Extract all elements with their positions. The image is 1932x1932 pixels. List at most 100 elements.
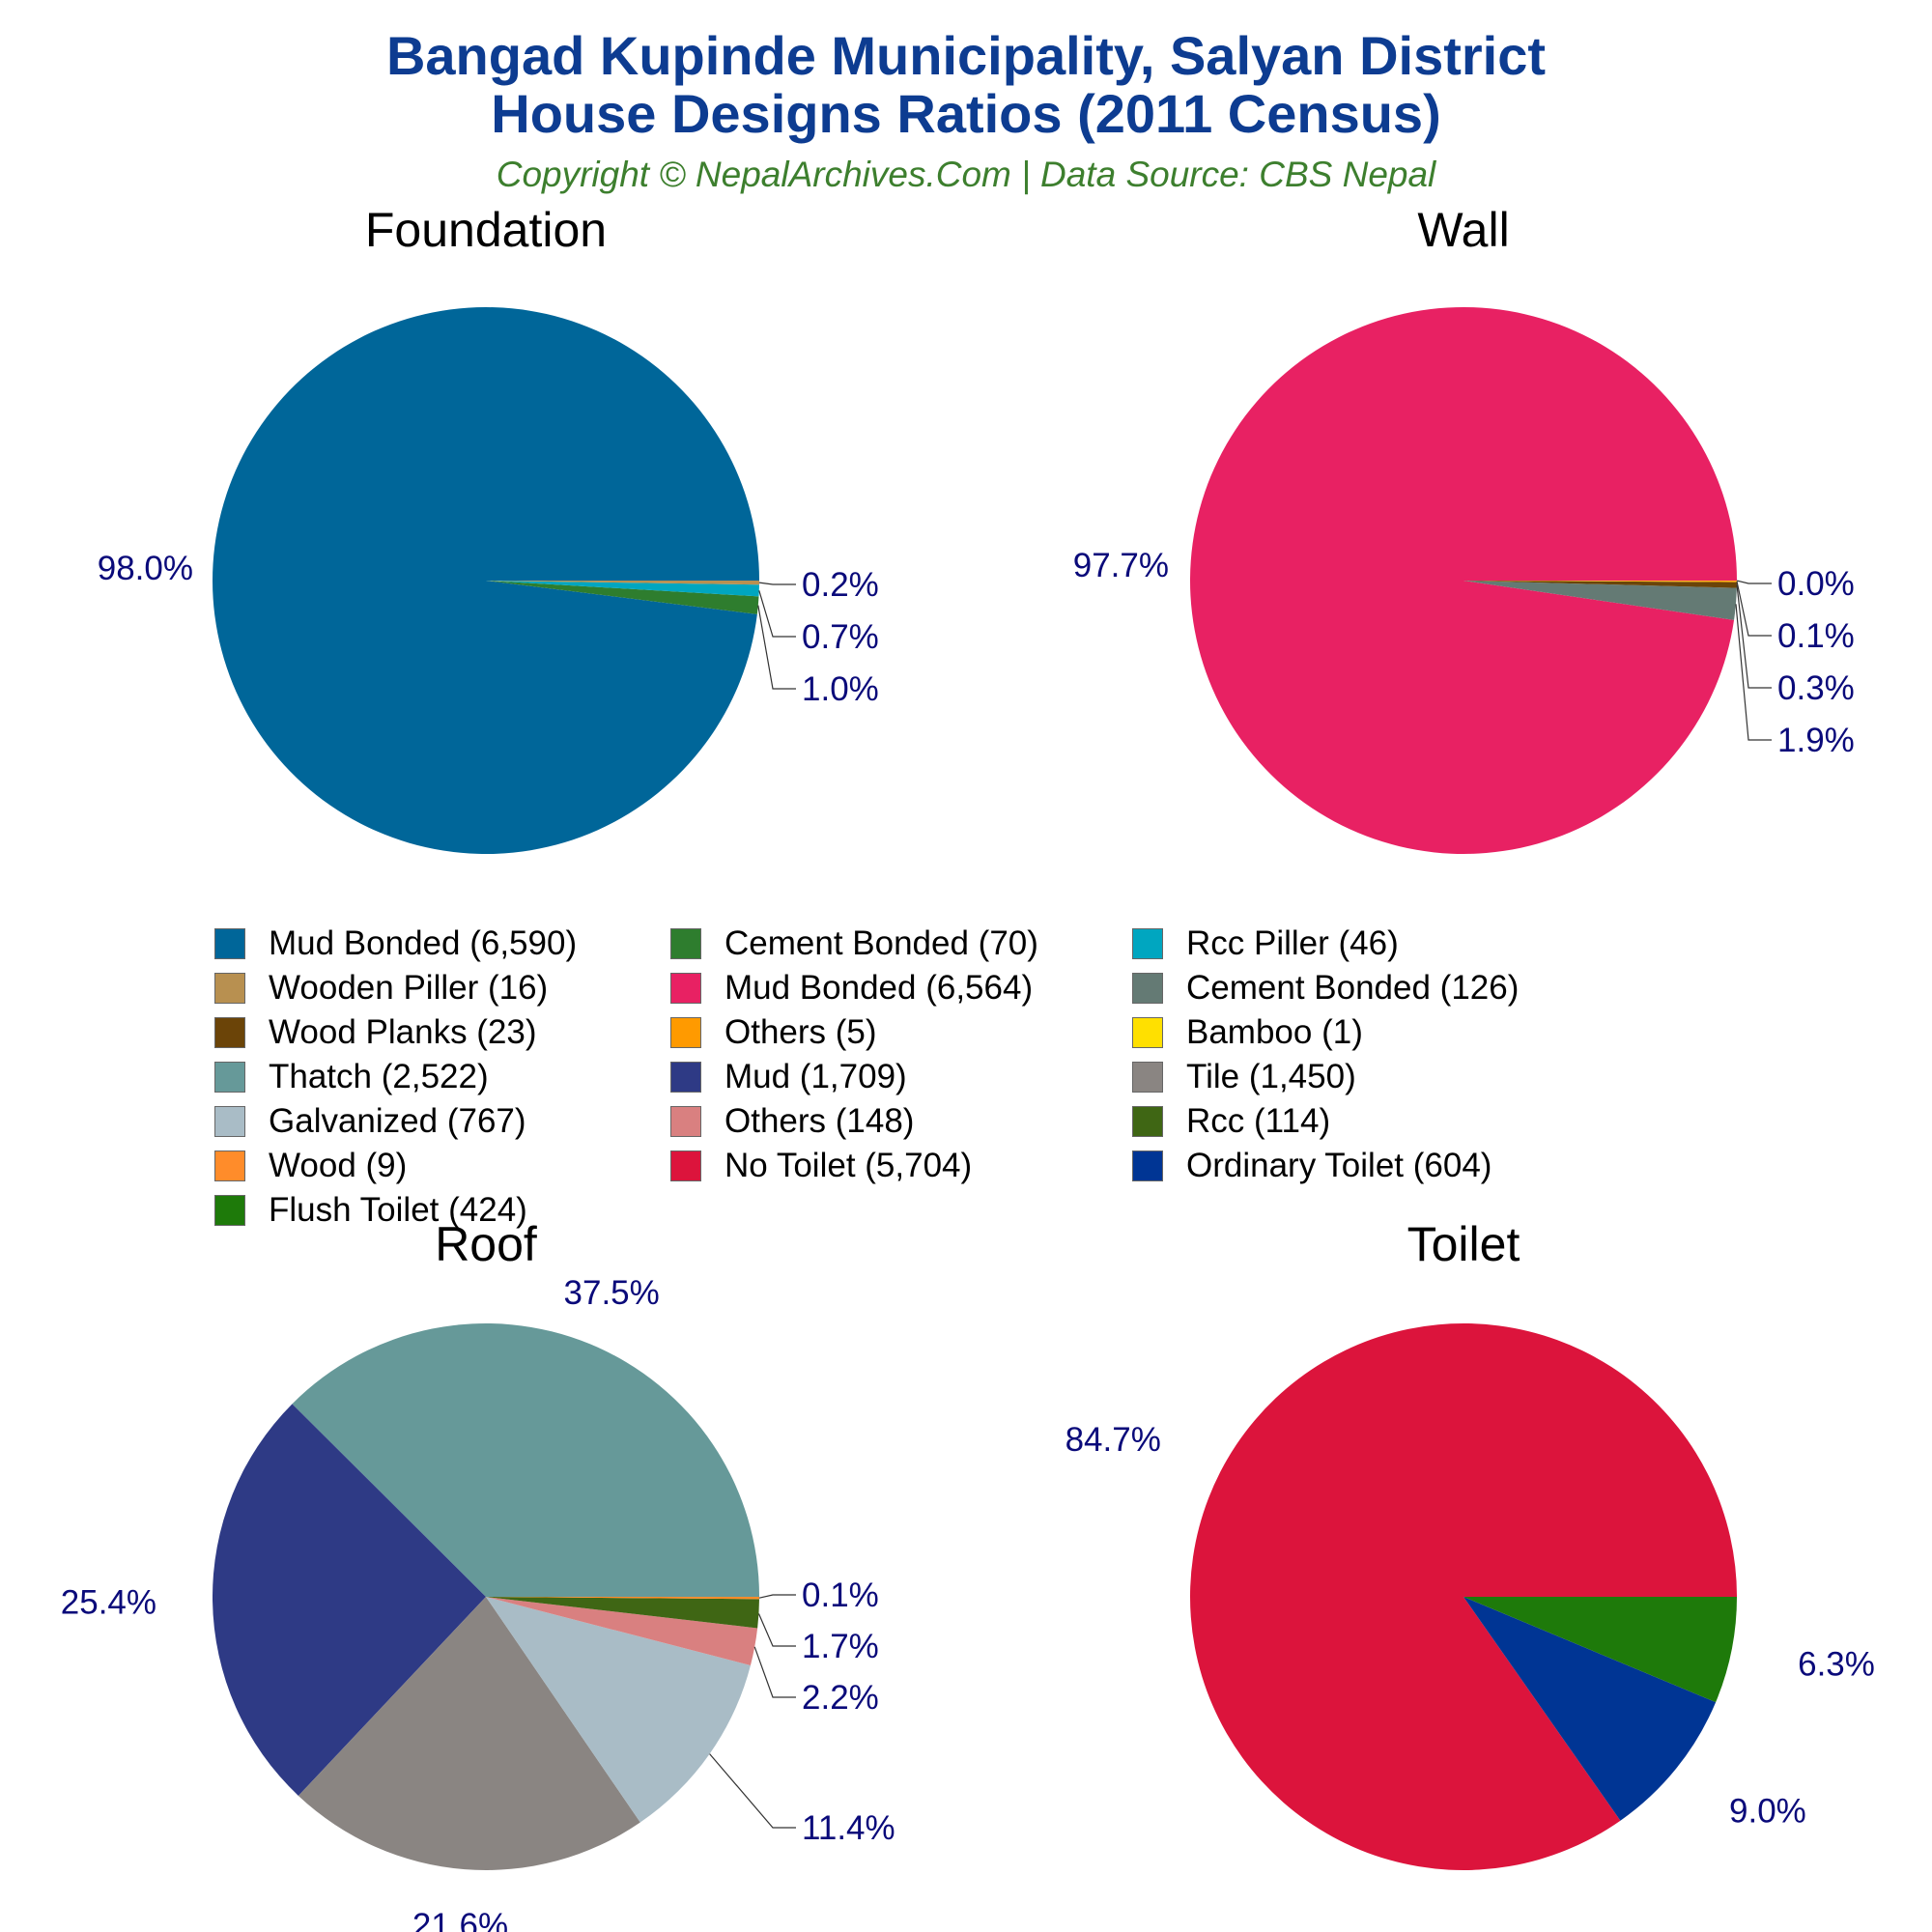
pie-slice-roof-mud	[212, 1404, 486, 1796]
legend-swatch	[670, 1151, 701, 1181]
legend-swatch	[1132, 1017, 1163, 1048]
legend-item: Mud Bonded (6,590)	[214, 924, 577, 963]
pie-leader-wall-cement-bonded	[1735, 604, 1772, 741]
legend-label: Others (148)	[724, 1102, 915, 1140]
chart-title-line-1: Bangad Kupinde Municipality, Salyan Dist…	[385, 25, 1547, 86]
legend-swatch	[670, 1017, 701, 1048]
pie-leader-roof-rcc	[757, 1613, 796, 1647]
pie-label-roof-wood: 0.1%	[802, 1577, 879, 1614]
legend-label: Rcc Piller (46)	[1186, 924, 1399, 962]
legend-swatch	[1132, 973, 1163, 1004]
pie-label-roof-rcc: 1.7%	[802, 1628, 879, 1665]
legend-label: Rcc (114)	[1186, 1102, 1331, 1140]
pie-title-roof: Roof	[435, 1217, 537, 1271]
legend-label: Wooden Piller (16)	[269, 969, 549, 1007]
pie-slice-toilet-no-toilet	[1190, 1322, 1737, 1870]
legend-item: Bamboo (1)	[1132, 1013, 1363, 1052]
pie-title-wall: Wall	[1417, 203, 1509, 257]
legend-label: Tile (1,450)	[1186, 1058, 1356, 1095]
legend-swatch	[214, 1062, 245, 1093]
pie-slice-toilet-flush-toilet	[1463, 1597, 1737, 1703]
pie-slice-roof-wood	[486, 1597, 759, 1600]
pie-slice-roof-thatch	[292, 1322, 759, 1597]
legend-item: Mud (1,709)	[670, 1058, 907, 1096]
pie-leader-wall-bamboo	[1736, 580, 1772, 584]
legend-item: Flush Toilet (424)	[214, 1191, 527, 1230]
legend-swatch	[214, 928, 245, 959]
pie-label-wall-cement-bonded: 1.9%	[1777, 722, 1855, 759]
legend-label: Thatch (2,522)	[269, 1058, 489, 1095]
copyright-subtitle: Copyright © NepalArchives.Com | Data Sou…	[496, 155, 1436, 194]
legend-item: Cement Bonded (126)	[1132, 969, 1519, 1008]
legend-swatch	[1132, 928, 1163, 959]
legend-item: No Toilet (5,704)	[670, 1147, 972, 1185]
pie-leader-roof-others	[753, 1646, 796, 1698]
legend-item: Ordinary Toilet (604)	[1132, 1147, 1492, 1185]
legend-swatch	[670, 928, 701, 959]
pie-label-roof-tile: 21.6%	[412, 1907, 508, 1932]
legend-item: Others (148)	[670, 1102, 914, 1141]
pie-leader-wall-wood-planks	[1736, 584, 1772, 689]
pie-slice-wall-others	[1463, 581, 1738, 582]
pie-label-toilet-flush-toilet: 6.3%	[1798, 1645, 1875, 1683]
legend-swatch	[1132, 1106, 1163, 1137]
pie-slice-wall-wood-planks	[1463, 581, 1737, 588]
legend-swatch	[670, 973, 701, 1004]
legend-label: Others (5)	[724, 1013, 877, 1051]
legend-label: Galvanized (767)	[269, 1102, 526, 1140]
pie-label-roof-mud: 25.4%	[61, 1583, 156, 1621]
legend-swatch	[670, 1106, 701, 1137]
legend-label: Mud Bonded (6,564)	[724, 969, 1034, 1007]
legend-swatch	[670, 1062, 701, 1093]
legend-item: Wood Planks (23)	[214, 1013, 537, 1052]
pie-slice-roof-galvanized	[486, 1597, 751, 1823]
legend-swatch	[214, 1195, 245, 1226]
legend-label: Flush Toilet (424)	[269, 1191, 527, 1229]
pie-slice-roof-others	[486, 1597, 758, 1665]
pie-slice-roof-rcc	[486, 1597, 759, 1629]
pie-toilet: Toilet 84.7% 9.0% 6.3%	[1065, 1217, 1875, 1870]
pie-label-wall-wood-planks: 0.3%	[1777, 669, 1855, 707]
legend-item: Rcc Piller (46)	[1132, 924, 1399, 963]
pie-label-roof-others: 2.2%	[802, 1679, 879, 1717]
pie-leader-foundation-cement-bonded	[757, 605, 796, 690]
legend-item: Tile (1,450)	[1132, 1058, 1356, 1096]
pie-label-roof-galvanized: 11.4%	[802, 1809, 895, 1847]
pie-label-foundation-mud-bonded: 98.0%	[98, 550, 193, 587]
pie-label-wall-mud-bonded: 97.7%	[1073, 547, 1169, 584]
pie-label-foundation-cement-bonded: 1.0%	[802, 670, 879, 708]
chart-title-line-2: House Designs Ratios (2011 Census)	[491, 83, 1441, 144]
legend-swatch	[214, 973, 245, 1004]
pie-slice-foundation-cement-bonded	[486, 581, 759, 614]
pie-label-foundation-rcc-piller: 0.7%	[802, 618, 879, 656]
legend-label: Wood (9)	[269, 1147, 408, 1184]
legend-item: Cement Bonded (70)	[670, 924, 1038, 963]
legend-item: Thatch (2,522)	[214, 1058, 489, 1096]
pie-title-toilet: Toilet	[1407, 1217, 1520, 1271]
pie-slice-toilet-ordinary-toilet	[1463, 1597, 1717, 1821]
pie-slice-wall-cement-bonded	[1463, 581, 1737, 620]
pie-label-toilet-ordinary-toilet: 9.0%	[1729, 1792, 1806, 1830]
legend-label: Mud Bonded (6,590)	[269, 924, 578, 962]
pie-label-wall-others: 0.1%	[1777, 617, 1855, 655]
pie-label-wall-bamboo: 0.0%	[1777, 565, 1855, 603]
pie-label-toilet-no-toilet: 84.7%	[1065, 1421, 1161, 1459]
pie-label-roof-thatch: 37.5%	[564, 1274, 660, 1312]
legend-item: Mud Bonded (6,564)	[670, 969, 1033, 1008]
legend-swatch	[1132, 1151, 1163, 1181]
legend-label: No Toilet (5,704)	[724, 1147, 973, 1184]
legend-item: Wooden Piller (16)	[214, 969, 548, 1008]
legend-label: Bamboo (1)	[1186, 1013, 1363, 1051]
pie-leader-roof-galvanized	[709, 1753, 796, 1829]
legend-item: Wood (9)	[214, 1147, 407, 1185]
legend-label: Cement Bonded (70)	[724, 924, 1038, 962]
pie-slice-foundation-rcc-piller	[486, 581, 759, 597]
pie-wall: Wall 97.7% 0.0% 0.1% 0.3% 1.9%	[1073, 203, 1855, 854]
legend-item: Others (5)	[670, 1013, 877, 1052]
pie-label-foundation-wooden-piller: 0.2%	[802, 566, 879, 604]
legend-label: Wood Planks (23)	[269, 1013, 537, 1051]
legend-item: Rcc (114)	[1132, 1102, 1330, 1141]
pie-title-foundation: Foundation	[365, 203, 607, 257]
pie-slice-roof-tile	[298, 1597, 640, 1870]
